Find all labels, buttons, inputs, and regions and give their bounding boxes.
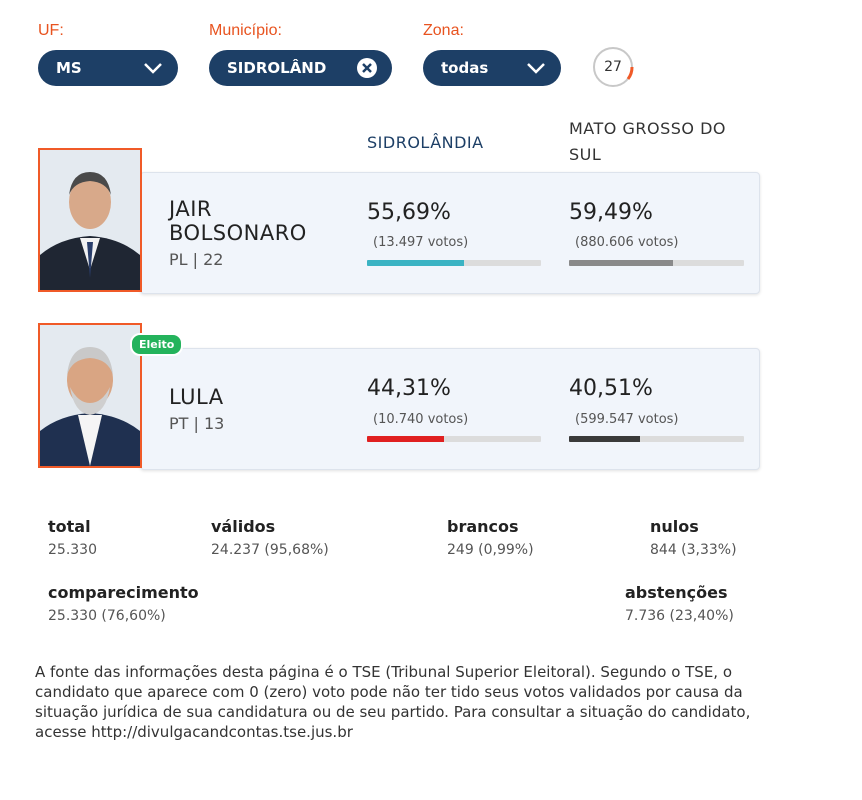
candidate-name: LULA [169, 385, 224, 409]
stat-total-value: 25.330 [48, 542, 97, 558]
state-votes: (599.547 votos) [575, 412, 679, 427]
stat-validos-label: válidos [211, 517, 276, 536]
zona-label: Zona: [423, 22, 464, 39]
stat-abstencoes-value: 7.736 (23,40%) [625, 608, 734, 624]
uf-select[interactable]: MS [38, 50, 178, 86]
person-icon [40, 325, 140, 466]
timer-ring-icon [593, 47, 634, 87]
local-bar-fill [367, 260, 464, 266]
state-bar [569, 260, 744, 266]
local-bar [367, 436, 541, 442]
refresh-timer: 27 [590, 44, 636, 90]
state-bar-fill [569, 260, 674, 266]
column-state: MATO GROSSO DO SUL [569, 119, 726, 164]
candidate-party: PL | 22 [169, 250, 224, 269]
state-bar-fill [569, 436, 640, 442]
column-local: SIDROLÂNDIA [367, 133, 484, 152]
stat-nulos-value: 844 (3,33%) [650, 542, 737, 558]
source-note: A fonte das informações desta página é o… [35, 663, 751, 741]
local-bar [367, 260, 541, 266]
stat-brancos-value: 249 (0,99%) [447, 542, 534, 558]
municipio-label: Município: [209, 22, 282, 39]
stat-nulos-label: nulos [650, 517, 699, 536]
stat-abstencoes-label: abstenções [625, 583, 728, 602]
clear-icon[interactable] [356, 57, 378, 79]
candidate-party: PT | 13 [169, 414, 225, 433]
zona-select[interactable]: todas [423, 50, 561, 86]
person-icon [40, 150, 140, 290]
uf-label: UF: [38, 22, 64, 39]
municipio-value: SIDROLÂND [227, 59, 327, 77]
stat-comparecimento-value: 25.330 (76,60%) [48, 608, 166, 624]
local-percent: 44,31% [367, 376, 451, 401]
stat-comparecimento-label: comparecimento [48, 583, 199, 602]
chevron-down-icon [142, 61, 164, 75]
state-percent: 59,49% [569, 200, 653, 225]
uf-value: MS [56, 59, 82, 77]
state-percent: 40,51% [569, 376, 653, 401]
local-percent: 55,69% [367, 200, 451, 225]
state-bar [569, 436, 744, 442]
elected-badge: Eleito [130, 333, 184, 356]
state-votes: (880.606 votos) [575, 235, 679, 250]
timer-count: 27 [604, 59, 622, 75]
local-bar-fill [367, 436, 445, 442]
local-votes: (10.740 votos) [373, 412, 469, 427]
local-votes: (13.497 votos) [373, 235, 469, 250]
stat-total-label: total [48, 517, 91, 536]
stat-brancos-label: brancos [447, 517, 519, 536]
candidate-card [140, 172, 760, 294]
candidate-photo [38, 148, 142, 292]
municipio-select[interactable]: SIDROLÂND [209, 50, 392, 86]
candidate-photo [38, 323, 142, 468]
candidate-card [140, 348, 760, 470]
zona-value: todas [441, 59, 489, 77]
candidate-name: JAIR BOLSONARO [169, 197, 307, 245]
chevron-down-icon [525, 61, 547, 75]
stat-validos-value: 24.237 (95,68%) [211, 542, 329, 558]
